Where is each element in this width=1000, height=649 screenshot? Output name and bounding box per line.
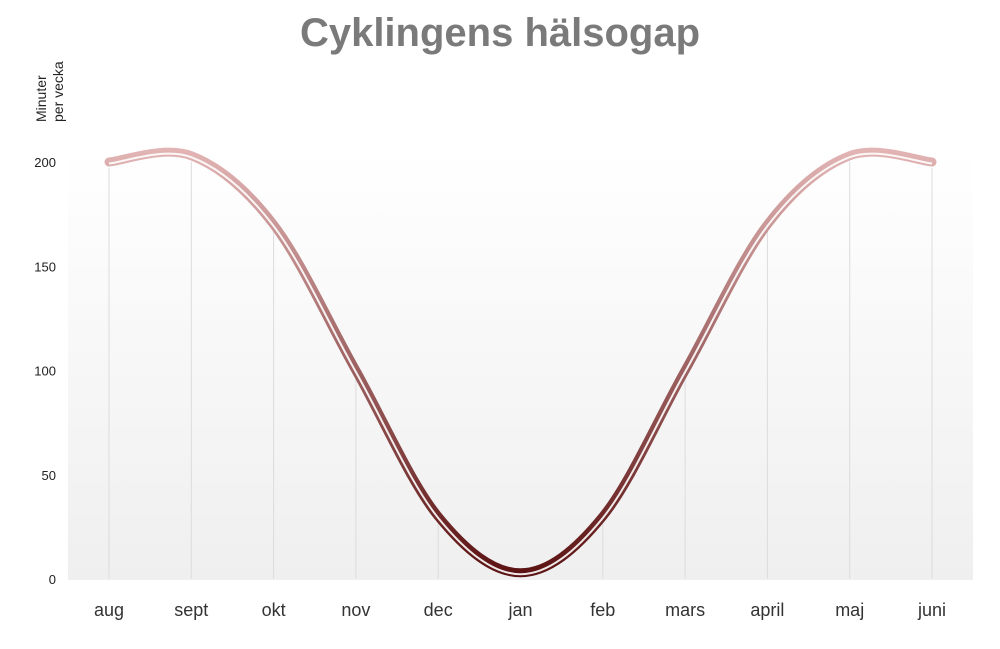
x-tick-label: april	[750, 600, 784, 620]
x-tick-label: dec	[424, 600, 453, 620]
plot-area	[68, 150, 973, 580]
y-tick-label: 200	[34, 155, 56, 170]
x-tick-label: sept	[174, 600, 208, 620]
series-line-highlight	[108, 152, 933, 576]
gridlines	[108, 161, 933, 579]
x-tick-label: aug	[94, 600, 124, 620]
x-tick-label: nov	[341, 600, 370, 620]
x-tick-label: jan	[507, 600, 532, 620]
x-tick-label: feb	[590, 600, 615, 620]
x-tick-labels: aug sept okt nov dec jan feb mars april maj juni	[94, 600, 946, 620]
x-tick-label: maj	[835, 600, 864, 620]
x-tick-label: mars	[665, 600, 705, 620]
y-axis-label-line-1: Minuter	[33, 75, 49, 122]
y-tick-label: 0	[49, 572, 56, 587]
y-tick-labels: 0 50 100 150 200	[34, 155, 56, 587]
y-tick-label: 50	[42, 468, 56, 483]
x-tick-label: okt	[262, 600, 286, 620]
y-axis-label: Minuter per vecka	[33, 61, 66, 122]
y-tick-label: 100	[34, 364, 56, 379]
chart-title: Cyklingens hälsogap	[300, 11, 700, 55]
x-tick-label: juni	[917, 600, 946, 620]
series-group	[104, 147, 937, 578]
y-tick-label: 150	[34, 259, 56, 274]
y-axis-label-line-2: per vecka	[50, 61, 66, 122]
